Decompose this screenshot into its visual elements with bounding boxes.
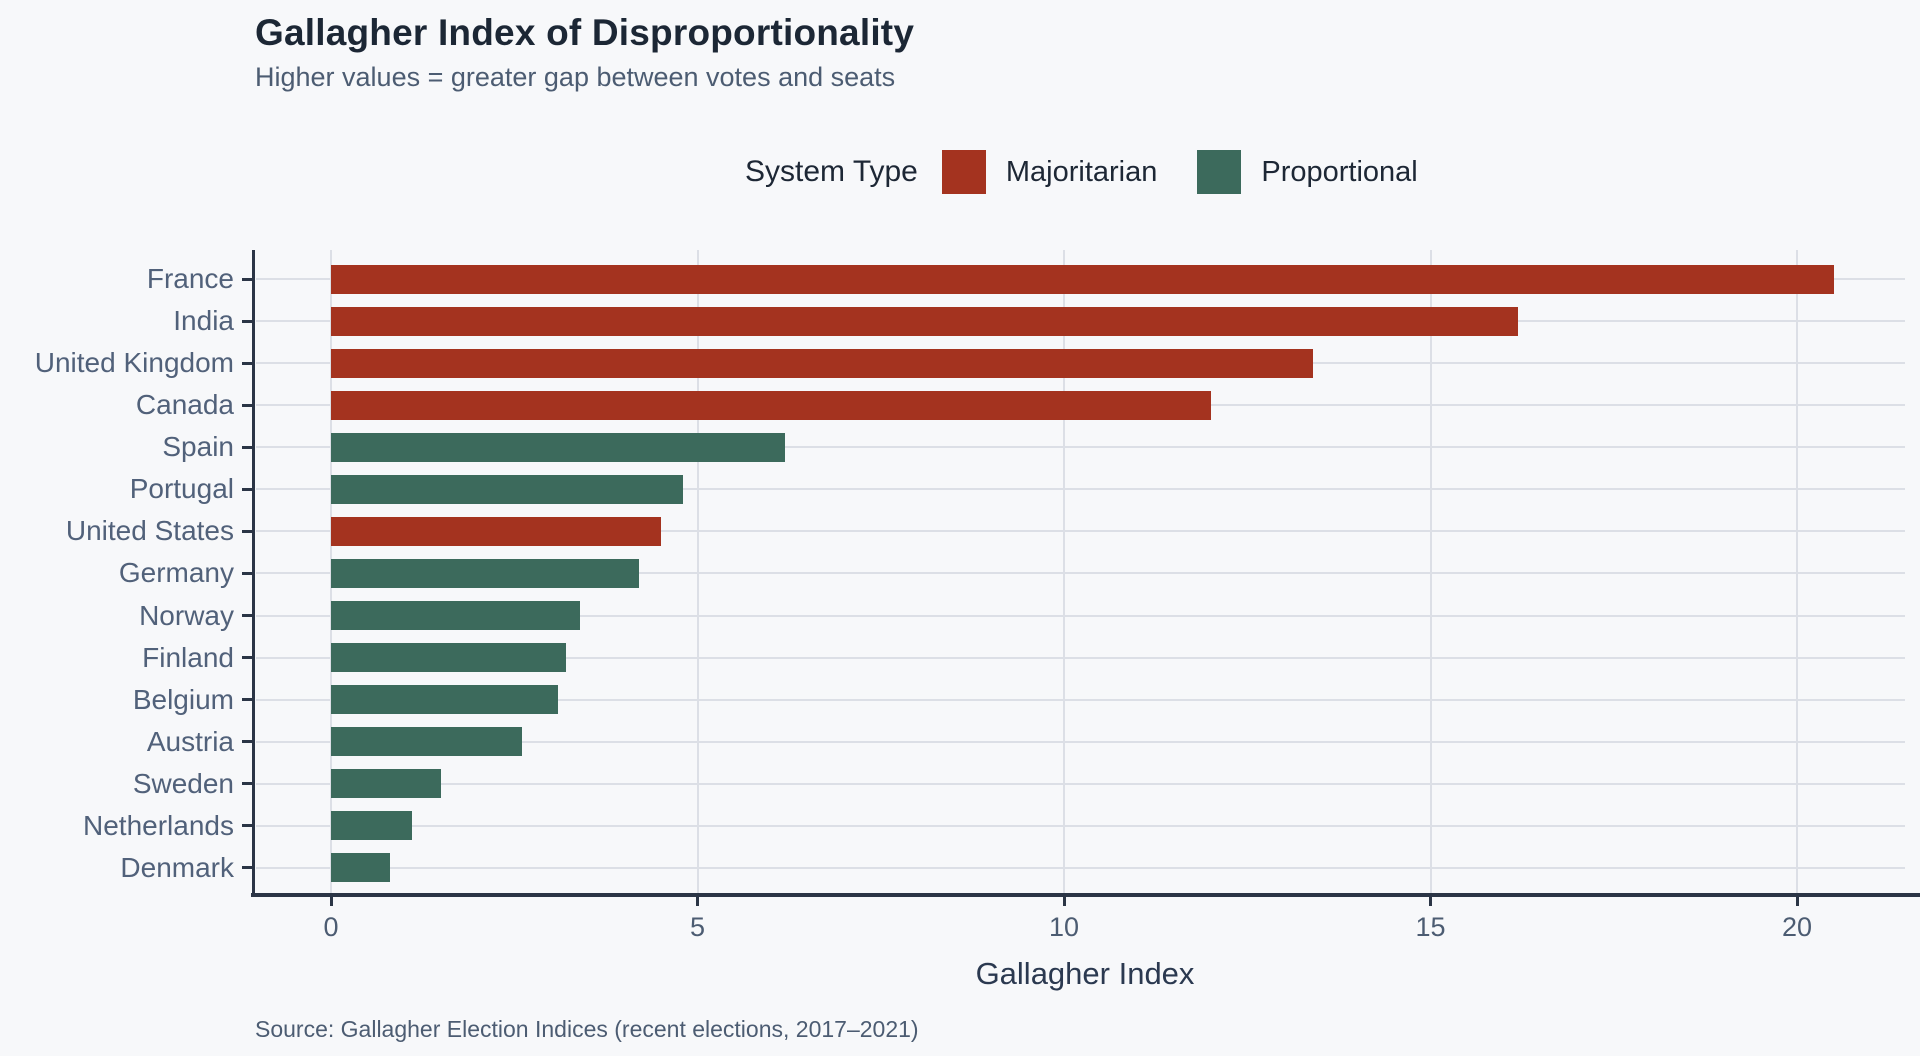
chart-legend: System Type Majoritarian Proportional xyxy=(745,148,1458,196)
y-axis-tick xyxy=(242,529,253,533)
legend-item-proportional: Proportional xyxy=(1197,150,1418,194)
y-axis-tick xyxy=(242,656,253,660)
bar-portugal xyxy=(331,474,683,504)
x-tick-label: 15 xyxy=(1415,912,1446,942)
legend-title: System Type xyxy=(745,155,918,188)
category-label: Austria xyxy=(146,725,234,757)
y-gridline xyxy=(256,824,1905,827)
bar-india xyxy=(331,306,1519,336)
category-label: United Kingdom xyxy=(34,347,234,379)
y-gridline xyxy=(256,530,1905,533)
bar-canada xyxy=(331,390,1211,420)
x-axis-line xyxy=(251,893,1920,897)
y-gridline xyxy=(256,866,1905,869)
x-gridline xyxy=(1796,250,1798,893)
source-caption: Source: Gallagher Election Indices (rece… xyxy=(255,1016,919,1042)
y-axis-tick xyxy=(242,487,253,491)
x-tick-label: 10 xyxy=(1048,912,1080,942)
y-gridline xyxy=(256,782,1905,785)
y-gridline xyxy=(256,656,1905,659)
legend-item-label: Majoritarian xyxy=(1005,155,1158,188)
bar-sweden xyxy=(331,769,441,799)
category-label: Germany xyxy=(118,557,234,589)
proportional-color-swatch xyxy=(1197,150,1242,194)
y-axis-tick xyxy=(242,361,253,365)
category-label: India xyxy=(173,305,234,337)
y-axis-tick xyxy=(242,277,253,281)
x-axis-tick xyxy=(1795,897,1799,906)
bar-united-states xyxy=(331,516,661,546)
category-label: United States xyxy=(65,515,234,547)
y-gridline xyxy=(256,614,1905,617)
y-axis-line xyxy=(252,250,255,896)
x-axis-tick xyxy=(1062,897,1066,906)
y-axis-tick xyxy=(242,740,253,744)
x-tick-label: 5 xyxy=(689,912,706,942)
bar-norway xyxy=(331,601,581,631)
y-axis-tick xyxy=(242,866,253,870)
bar-denmark xyxy=(331,853,390,883)
y-axis-tick xyxy=(242,782,253,786)
legend-item-majoritarian: Majoritarian xyxy=(941,150,1158,194)
x-gridline xyxy=(696,250,699,893)
y-gridline xyxy=(256,488,1905,491)
category-label: Belgium xyxy=(132,683,234,715)
x-axis-tick xyxy=(1429,897,1432,906)
bar-austria xyxy=(331,727,522,757)
bar-united-kingdom xyxy=(331,348,1314,378)
x-gridline xyxy=(1429,250,1432,893)
y-axis-tick xyxy=(242,614,253,618)
majoritarian-color-swatch xyxy=(941,150,986,194)
bar-france xyxy=(331,264,1834,294)
category-label: France xyxy=(146,263,234,294)
bar-netherlands xyxy=(331,811,412,841)
bar-germany xyxy=(331,558,639,588)
bar-spain xyxy=(331,432,786,462)
y-axis-tick xyxy=(242,319,253,323)
y-gridline xyxy=(256,740,1905,743)
category-label: Canada xyxy=(135,389,234,421)
category-label: Denmark xyxy=(120,851,234,883)
y-axis-tick xyxy=(242,824,253,828)
x-tick-label: 20 xyxy=(1781,912,1813,942)
y-axis-tick xyxy=(242,571,253,575)
x-gridline xyxy=(1063,250,1065,893)
y-gridline xyxy=(256,572,1905,575)
y-gridline xyxy=(256,446,1905,449)
category-label: Sweden xyxy=(132,767,234,799)
y-axis-tick xyxy=(242,403,253,407)
x-tick-label: 0 xyxy=(323,912,339,942)
category-label: Portugal xyxy=(129,473,234,505)
category-label: Netherlands xyxy=(83,809,234,841)
category-label: Finland xyxy=(142,641,234,673)
x-axis-tick xyxy=(329,897,333,906)
bar-finland xyxy=(331,643,566,673)
page-title: Gallagher Index of Disproportionality xyxy=(255,12,915,53)
page-subtitle: Higher values = greater gap between vote… xyxy=(255,62,896,92)
bar-belgium xyxy=(331,685,559,715)
x-axis-tick xyxy=(696,897,699,906)
category-label: Spain xyxy=(162,431,234,463)
x-axis-title: Gallagher Index xyxy=(975,956,1195,991)
y-axis-tick xyxy=(242,698,253,702)
category-label: Norway xyxy=(139,599,234,631)
legend-item-label: Proportional xyxy=(1261,155,1418,188)
y-gridline xyxy=(256,698,1905,701)
y-axis-tick xyxy=(242,445,253,449)
